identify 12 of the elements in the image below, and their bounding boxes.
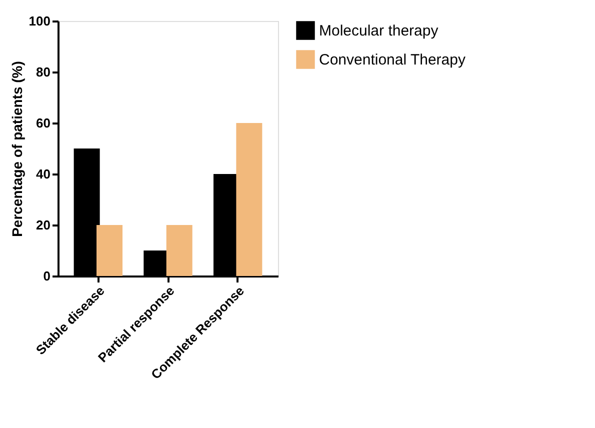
bar <box>236 123 262 276</box>
legend-label: Molecular therapy <box>319 22 439 40</box>
legend-label: Conventional Therapy <box>319 52 466 68</box>
bar <box>96 225 123 276</box>
bar <box>166 225 192 276</box>
y-tick-label: 20 <box>36 218 50 232</box>
y-tick-label: 100 <box>28 14 50 28</box>
y-axis-title: Percentage of patients (%) <box>8 61 25 237</box>
y-tick-label: 80 <box>36 64 50 80</box>
y-tick-label: 60 <box>36 116 50 130</box>
y-tick-label: 0 <box>43 268 50 284</box>
y-tick-label: 40 <box>36 166 50 182</box>
